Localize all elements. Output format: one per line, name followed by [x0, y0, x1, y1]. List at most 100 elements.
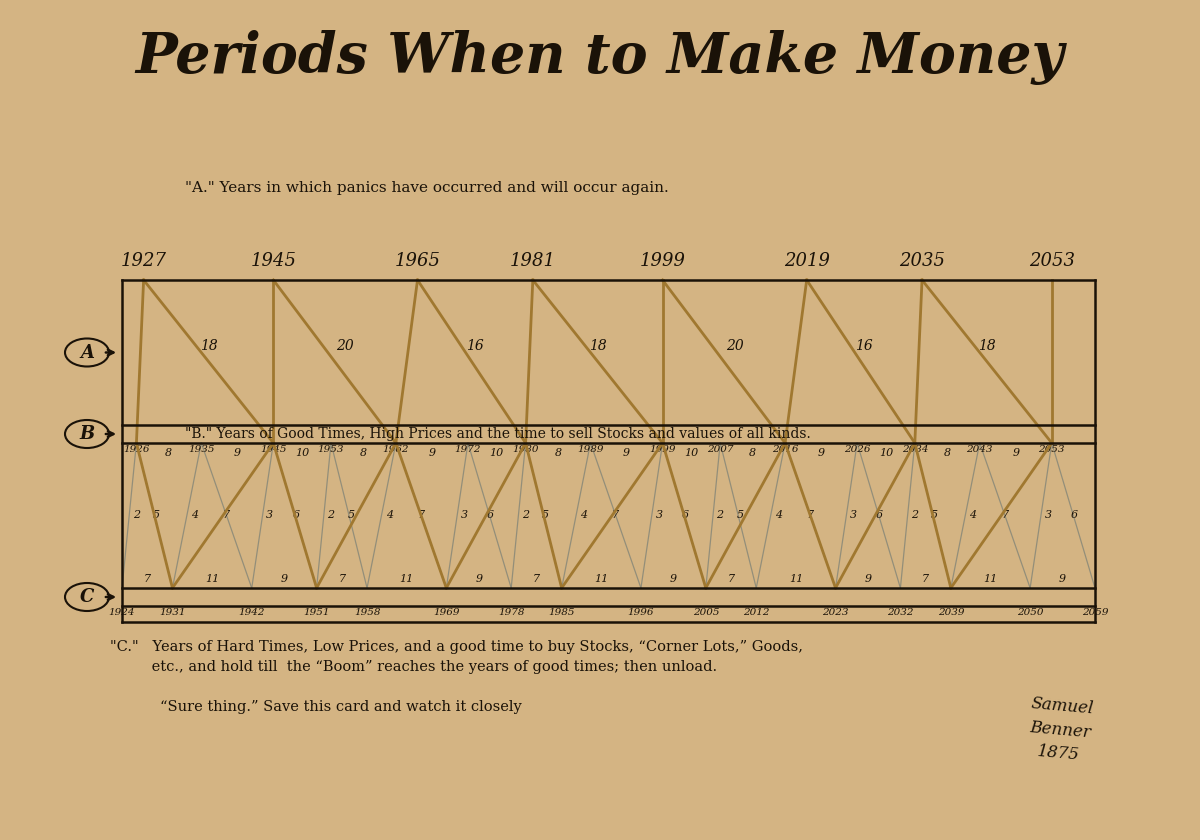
Text: 1999: 1999 — [640, 252, 685, 270]
Text: 9: 9 — [864, 574, 871, 584]
Text: 10: 10 — [684, 448, 698, 458]
Text: “Sure thing.” Save this card and watch it closely: “Sure thing.” Save this card and watch i… — [160, 700, 522, 714]
Text: B: B — [79, 425, 95, 443]
Text: 8: 8 — [749, 448, 756, 458]
Text: 2: 2 — [328, 511, 335, 521]
Text: 1927: 1927 — [121, 252, 167, 270]
Text: 5: 5 — [737, 511, 744, 521]
Text: 16: 16 — [856, 339, 874, 354]
Text: 7: 7 — [1001, 511, 1008, 521]
Text: 7: 7 — [533, 574, 540, 584]
Text: 7: 7 — [418, 511, 425, 521]
Text: 8: 8 — [554, 448, 562, 458]
Text: 1978: 1978 — [498, 608, 524, 617]
Text: 4: 4 — [970, 511, 977, 521]
Text: 2023: 2023 — [822, 608, 848, 617]
Text: 1951: 1951 — [304, 608, 330, 617]
Text: 3: 3 — [850, 511, 857, 521]
Text: "C."   Years of Hard Times, Low Prices, and a good time to buy Stocks, “Corner L: "C." Years of Hard Times, Low Prices, an… — [110, 640, 803, 654]
Text: 9: 9 — [1060, 574, 1066, 584]
Text: 6: 6 — [682, 511, 689, 521]
Ellipse shape — [65, 583, 109, 611]
Text: 4: 4 — [385, 511, 392, 521]
Text: 1965: 1965 — [395, 252, 440, 270]
Text: 7: 7 — [144, 574, 151, 584]
Text: 6: 6 — [293, 511, 300, 521]
Text: 2035: 2035 — [899, 252, 946, 270]
Text: 10: 10 — [295, 448, 310, 458]
Text: 1999: 1999 — [649, 445, 676, 454]
Text: 11: 11 — [788, 574, 803, 584]
Text: 9: 9 — [428, 448, 436, 458]
Text: 2050: 2050 — [1016, 608, 1043, 617]
Ellipse shape — [65, 339, 109, 366]
Text: 9: 9 — [817, 448, 824, 458]
Text: 2026: 2026 — [844, 445, 870, 454]
Text: 3: 3 — [655, 511, 662, 521]
Text: 1989: 1989 — [577, 445, 604, 454]
Text: 1981: 1981 — [510, 252, 556, 270]
Text: 18: 18 — [199, 339, 217, 354]
Text: 2032: 2032 — [887, 608, 913, 617]
Text: 6: 6 — [487, 511, 494, 521]
Text: 7: 7 — [727, 574, 734, 584]
Text: 2012: 2012 — [743, 608, 769, 617]
Text: 4: 4 — [581, 511, 588, 521]
Text: 16: 16 — [467, 339, 484, 354]
Text: "B." Years of Good Times, High Prices and the time to sell Stocks and values of : "B." Years of Good Times, High Prices an… — [185, 427, 811, 441]
Text: 1972: 1972 — [455, 445, 481, 454]
Text: 1924: 1924 — [109, 608, 136, 617]
Text: 1931: 1931 — [160, 608, 186, 617]
Text: 3: 3 — [266, 511, 274, 521]
Text: A: A — [80, 344, 94, 361]
Text: 3: 3 — [1045, 511, 1052, 521]
Text: 1962: 1962 — [383, 445, 409, 454]
Text: 11: 11 — [205, 574, 220, 584]
Text: 8: 8 — [360, 448, 367, 458]
Text: "A." Years in which panics have occurred and will occur again.: "A." Years in which panics have occurred… — [185, 181, 668, 195]
Text: 1969: 1969 — [433, 608, 460, 617]
Text: 10: 10 — [490, 448, 504, 458]
Text: 2039: 2039 — [937, 608, 964, 617]
Text: 2: 2 — [716, 511, 724, 521]
Text: 9: 9 — [670, 574, 677, 584]
Text: 5: 5 — [931, 511, 938, 521]
Text: 1953: 1953 — [318, 445, 344, 454]
Ellipse shape — [65, 420, 109, 448]
Text: 8: 8 — [166, 448, 173, 458]
Text: 10: 10 — [878, 448, 893, 458]
Text: 5: 5 — [152, 511, 160, 521]
Text: 2019: 2019 — [784, 252, 829, 270]
Text: 9: 9 — [234, 448, 241, 458]
Text: 9: 9 — [475, 574, 482, 584]
Text: 7: 7 — [806, 511, 814, 521]
Text: 7: 7 — [612, 511, 619, 521]
Text: 7: 7 — [223, 511, 230, 521]
Text: 5: 5 — [542, 511, 550, 521]
Text: 11: 11 — [400, 574, 414, 584]
Text: 6: 6 — [876, 511, 883, 521]
Text: 2016: 2016 — [772, 445, 798, 454]
Text: 9: 9 — [1012, 448, 1019, 458]
Text: Periods When to Make Money: Periods When to Make Money — [136, 30, 1064, 85]
Text: 2: 2 — [522, 511, 529, 521]
Text: 6: 6 — [1070, 511, 1078, 521]
Text: 20: 20 — [336, 339, 354, 354]
Text: 1958: 1958 — [354, 608, 380, 617]
Text: 18: 18 — [589, 339, 606, 354]
Text: 2059: 2059 — [1081, 608, 1109, 617]
Text: 2043: 2043 — [966, 445, 992, 454]
Text: 1980: 1980 — [512, 445, 539, 454]
Text: 1926: 1926 — [124, 445, 150, 454]
Text: C: C — [80, 588, 94, 606]
Text: 2053: 2053 — [1028, 252, 1075, 270]
Text: 20: 20 — [726, 339, 744, 354]
Text: 1945: 1945 — [260, 445, 287, 454]
Text: 5: 5 — [347, 511, 354, 521]
Text: 2034: 2034 — [901, 445, 928, 454]
Text: 1942: 1942 — [239, 608, 265, 617]
Text: Samuel
Benner
1875: Samuel Benner 1875 — [1026, 696, 1094, 764]
Text: 11: 11 — [594, 574, 608, 584]
Text: 2007: 2007 — [707, 445, 733, 454]
Text: 4: 4 — [775, 511, 782, 521]
